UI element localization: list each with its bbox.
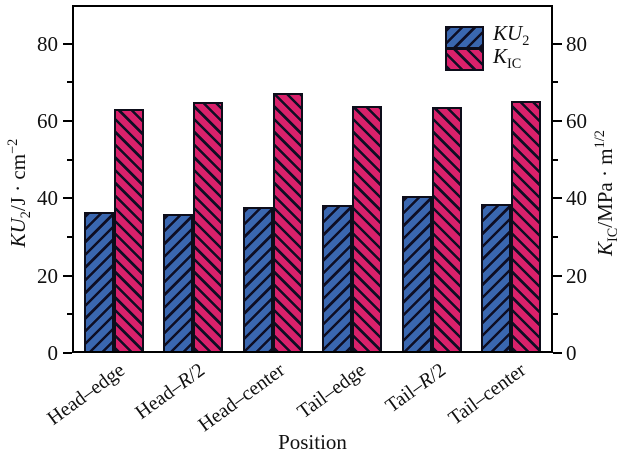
legend-item-kic: KIC (445, 44, 529, 72)
bar-ku2-4 (322, 205, 353, 351)
bar-group-4 (313, 7, 393, 351)
legend-swatch-kic (445, 48, 484, 71)
bar-kic-6 (511, 101, 542, 351)
left-major-tick-60 (63, 120, 72, 122)
y-axis-label-left: KU2/J · cm−2 (4, 138, 35, 248)
legend-swatch-ku2 (445, 26, 484, 49)
bar-group-5 (392, 7, 472, 351)
right-major-tick-80 (553, 42, 562, 45)
legend-label-kic: KIC (493, 43, 522, 73)
right-major-tick-40 (553, 197, 562, 200)
legend-label-ku2: KU2 (493, 20, 530, 50)
bar-group-6 (472, 7, 552, 351)
bar-group-3 (233, 7, 313, 351)
right-minor-tick-30 (553, 236, 558, 238)
bar-kic-2 (193, 101, 224, 351)
left-tick-label-80: 80 (37, 31, 58, 56)
left-tick-label-60: 60 (37, 109, 58, 133)
bar-kic-5 (431, 107, 462, 351)
right-tick-label-0: 0 (566, 341, 577, 365)
right-tick-label-60: 60 (566, 109, 587, 133)
bar-kic-3 (272, 93, 303, 351)
right-major-tick-60 (553, 120, 562, 122)
left-tick-label-0: 0 (47, 341, 59, 365)
bar-group-2 (154, 7, 234, 351)
right-tick-label-40: 40 (566, 186, 587, 211)
bar-ku2-2 (163, 214, 194, 351)
legend: KU2 KIC (445, 21, 529, 72)
bar-group-1 (74, 7, 154, 351)
bar-ku2-1 (83, 211, 114, 351)
left-minor-tick-10 (67, 313, 72, 316)
right-tick-label-20: 20 (566, 263, 587, 288)
left-major-tick-80 (63, 42, 72, 45)
x-axis-title: Position (278, 430, 347, 454)
left-tick-label-20: 20 (37, 263, 58, 288)
bars-container (74, 7, 551, 351)
right-minor-tick-70 (553, 81, 558, 84)
bar-ku2-3 (242, 207, 273, 351)
bar-ku2-5 (401, 195, 432, 351)
right-tick-label-80: 80 (566, 31, 587, 56)
bar-kic-1 (113, 109, 144, 351)
bar-kic-4 (352, 105, 383, 351)
left-major-tick-0 (63, 352, 72, 354)
left-tick-label-40: 40 (37, 186, 58, 211)
left-major-tick-40 (63, 197, 72, 200)
bar-ku2-6 (481, 203, 512, 351)
right-minor-tick-50 (553, 158, 558, 161)
right-major-tick-0 (553, 352, 562, 354)
plot-area: KU2 KIC (72, 5, 553, 353)
right-minor-tick-10 (553, 313, 558, 316)
left-minor-tick-30 (67, 236, 72, 238)
left-minor-tick-70 (67, 81, 72, 84)
left-minor-tick-50 (67, 158, 72, 161)
left-major-tick-20 (63, 274, 72, 277)
y-axis-label-right: KIC/MPa · m1/2 (591, 130, 622, 257)
right-major-tick-20 (553, 274, 562, 277)
